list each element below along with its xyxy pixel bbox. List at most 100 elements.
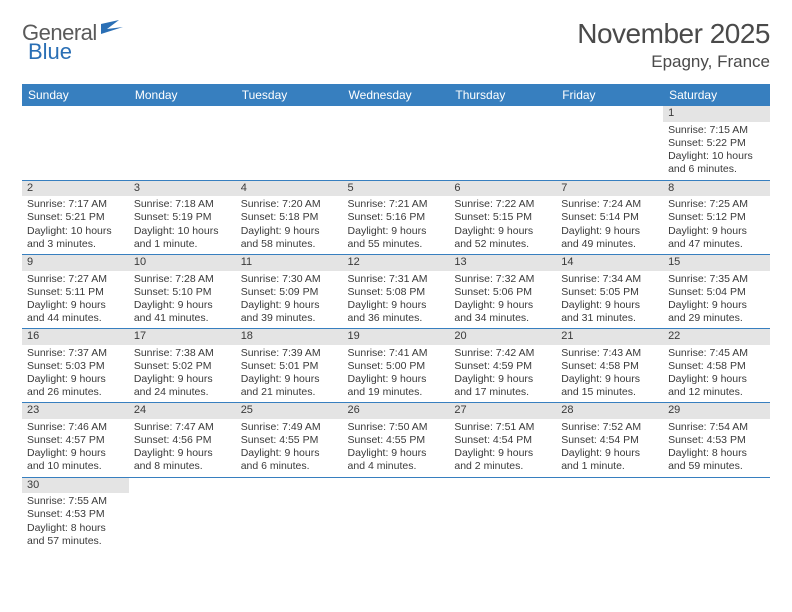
calendar-day-cell: 16Sunrise: 7:37 AMSunset: 5:03 PMDayligh… (22, 329, 129, 403)
daylight-line: Daylight: 9 hours and 12 minutes. (668, 373, 765, 399)
day-details: Sunrise: 7:25 AMSunset: 5:12 PMDaylight:… (663, 196, 770, 254)
day-details: Sunrise: 7:42 AMSunset: 4:59 PMDaylight:… (449, 345, 556, 403)
sunrise-line: Sunrise: 7:54 AM (668, 421, 765, 434)
day-details: Sunrise: 7:49 AMSunset: 4:55 PMDaylight:… (236, 419, 343, 477)
daylight-line: Daylight: 9 hours and 19 minutes. (348, 373, 445, 399)
day-number: 18 (236, 329, 343, 345)
day-details: Sunrise: 7:31 AMSunset: 5:08 PMDaylight:… (343, 271, 450, 329)
day-details: Sunrise: 7:43 AMSunset: 4:58 PMDaylight:… (556, 345, 663, 403)
day-details: Sunrise: 7:32 AMSunset: 5:06 PMDaylight:… (449, 271, 556, 329)
sunrise-line: Sunrise: 7:27 AM (27, 273, 124, 286)
sunrise-line: Sunrise: 7:25 AM (668, 198, 765, 211)
sunset-line: Sunset: 4:55 PM (348, 434, 445, 447)
calendar-day-cell: 8Sunrise: 7:25 AMSunset: 5:12 PMDaylight… (663, 180, 770, 254)
sunrise-line: Sunrise: 7:31 AM (348, 273, 445, 286)
day-details: Sunrise: 7:38 AMSunset: 5:02 PMDaylight:… (129, 345, 236, 403)
logo-text-2: Blue (28, 39, 72, 65)
daylight-line: Daylight: 9 hours and 39 minutes. (241, 299, 338, 325)
daylight-line: Daylight: 10 hours and 6 minutes. (668, 150, 765, 176)
sunset-line: Sunset: 5:11 PM (27, 286, 124, 299)
day-details: Sunrise: 7:50 AMSunset: 4:55 PMDaylight:… (343, 419, 450, 477)
day-number: 20 (449, 329, 556, 345)
sunrise-line: Sunrise: 7:37 AM (27, 347, 124, 360)
day-number: 13 (449, 255, 556, 271)
day-details: Sunrise: 7:22 AMSunset: 5:15 PMDaylight:… (449, 196, 556, 254)
calendar-empty-cell (22, 106, 129, 180)
sunset-line: Sunset: 5:19 PM (134, 211, 231, 224)
day-details: Sunrise: 7:46 AMSunset: 4:57 PMDaylight:… (22, 419, 129, 477)
sunset-line: Sunset: 4:56 PM (134, 434, 231, 447)
calendar-day-cell: 17Sunrise: 7:38 AMSunset: 5:02 PMDayligh… (129, 329, 236, 403)
daylight-line: Daylight: 10 hours and 1 minute. (134, 225, 231, 251)
daylight-line: Daylight: 8 hours and 57 minutes. (27, 522, 124, 548)
sunset-line: Sunset: 5:18 PM (241, 211, 338, 224)
calendar-day-cell: 26Sunrise: 7:50 AMSunset: 4:55 PMDayligh… (343, 403, 450, 477)
sunrise-line: Sunrise: 7:35 AM (668, 273, 765, 286)
day-number: 15 (663, 255, 770, 271)
sunrise-line: Sunrise: 7:47 AM (134, 421, 231, 434)
daylight-line: Daylight: 9 hours and 1 minute. (561, 447, 658, 473)
calendar-day-cell: 30Sunrise: 7:55 AMSunset: 4:53 PMDayligh… (22, 477, 129, 551)
sunset-line: Sunset: 5:16 PM (348, 211, 445, 224)
sunrise-line: Sunrise: 7:52 AM (561, 421, 658, 434)
daylight-line: Daylight: 9 hours and 2 minutes. (454, 447, 551, 473)
day-details: Sunrise: 7:39 AMSunset: 5:01 PMDaylight:… (236, 345, 343, 403)
sunset-line: Sunset: 5:03 PM (27, 360, 124, 373)
calendar-day-cell: 2Sunrise: 7:17 AMSunset: 5:21 PMDaylight… (22, 180, 129, 254)
daylight-line: Daylight: 9 hours and 47 minutes. (668, 225, 765, 251)
day-header: Saturday (663, 84, 770, 106)
calendar-week-row: 16Sunrise: 7:37 AMSunset: 5:03 PMDayligh… (22, 329, 770, 403)
calendar-empty-cell (343, 106, 450, 180)
calendar-day-cell: 27Sunrise: 7:51 AMSunset: 4:54 PMDayligh… (449, 403, 556, 477)
day-details: Sunrise: 7:27 AMSunset: 5:11 PMDaylight:… (22, 271, 129, 329)
sunset-line: Sunset: 4:55 PM (241, 434, 338, 447)
sunrise-line: Sunrise: 7:15 AM (668, 124, 765, 137)
day-details: Sunrise: 7:52 AMSunset: 4:54 PMDaylight:… (556, 419, 663, 477)
day-details: Sunrise: 7:24 AMSunset: 5:14 PMDaylight:… (556, 196, 663, 254)
flag-icon (101, 16, 123, 42)
sunset-line: Sunset: 5:21 PM (27, 211, 124, 224)
calendar-week-row: 1Sunrise: 7:15 AMSunset: 5:22 PMDaylight… (22, 106, 770, 180)
day-number: 24 (129, 403, 236, 419)
sunrise-line: Sunrise: 7:30 AM (241, 273, 338, 286)
sunrise-line: Sunrise: 7:34 AM (561, 273, 658, 286)
daylight-line: Daylight: 9 hours and 10 minutes. (27, 447, 124, 473)
calendar-day-cell: 18Sunrise: 7:39 AMSunset: 5:01 PMDayligh… (236, 329, 343, 403)
calendar-empty-cell (236, 477, 343, 551)
day-header: Sunday (22, 84, 129, 106)
sunrise-line: Sunrise: 7:17 AM (27, 198, 124, 211)
day-details: Sunrise: 7:37 AMSunset: 5:03 PMDaylight:… (22, 345, 129, 403)
daylight-line: Daylight: 9 hours and 26 minutes. (27, 373, 124, 399)
calendar-day-cell: 21Sunrise: 7:43 AMSunset: 4:58 PMDayligh… (556, 329, 663, 403)
day-details: Sunrise: 7:28 AMSunset: 5:10 PMDaylight:… (129, 271, 236, 329)
sunset-line: Sunset: 4:54 PM (561, 434, 658, 447)
day-details: Sunrise: 7:18 AMSunset: 5:19 PMDaylight:… (129, 196, 236, 254)
day-number: 3 (129, 181, 236, 197)
calendar-day-cell: 3Sunrise: 7:18 AMSunset: 5:19 PMDaylight… (129, 180, 236, 254)
calendar-day-cell: 11Sunrise: 7:30 AMSunset: 5:09 PMDayligh… (236, 254, 343, 328)
sunset-line: Sunset: 4:53 PM (27, 508, 124, 521)
daylight-line: Daylight: 9 hours and 44 minutes. (27, 299, 124, 325)
day-details: Sunrise: 7:34 AMSunset: 5:05 PMDaylight:… (556, 271, 663, 329)
daylight-line: Daylight: 9 hours and 4 minutes. (348, 447, 445, 473)
day-header: Wednesday (343, 84, 450, 106)
calendar-day-cell: 14Sunrise: 7:34 AMSunset: 5:05 PMDayligh… (556, 254, 663, 328)
calendar-day-cell: 20Sunrise: 7:42 AMSunset: 4:59 PMDayligh… (449, 329, 556, 403)
sunset-line: Sunset: 5:12 PM (668, 211, 765, 224)
sunrise-line: Sunrise: 7:45 AM (668, 347, 765, 360)
sunrise-line: Sunrise: 7:43 AM (561, 347, 658, 360)
sunset-line: Sunset: 5:00 PM (348, 360, 445, 373)
calendar-empty-cell (449, 106, 556, 180)
calendar-day-cell: 23Sunrise: 7:46 AMSunset: 4:57 PMDayligh… (22, 403, 129, 477)
sunset-line: Sunset: 5:05 PM (561, 286, 658, 299)
calendar-day-cell: 6Sunrise: 7:22 AMSunset: 5:15 PMDaylight… (449, 180, 556, 254)
daylight-line: Daylight: 9 hours and 17 minutes. (454, 373, 551, 399)
daylight-line: Daylight: 9 hours and 49 minutes. (561, 225, 658, 251)
day-details: Sunrise: 7:55 AMSunset: 4:53 PMDaylight:… (22, 493, 129, 551)
day-header: Friday (556, 84, 663, 106)
calendar-day-cell: 22Sunrise: 7:45 AMSunset: 4:58 PMDayligh… (663, 329, 770, 403)
day-number: 17 (129, 329, 236, 345)
day-number: 21 (556, 329, 663, 345)
daylight-line: Daylight: 9 hours and 6 minutes. (241, 447, 338, 473)
day-details: Sunrise: 7:51 AMSunset: 4:54 PMDaylight:… (449, 419, 556, 477)
